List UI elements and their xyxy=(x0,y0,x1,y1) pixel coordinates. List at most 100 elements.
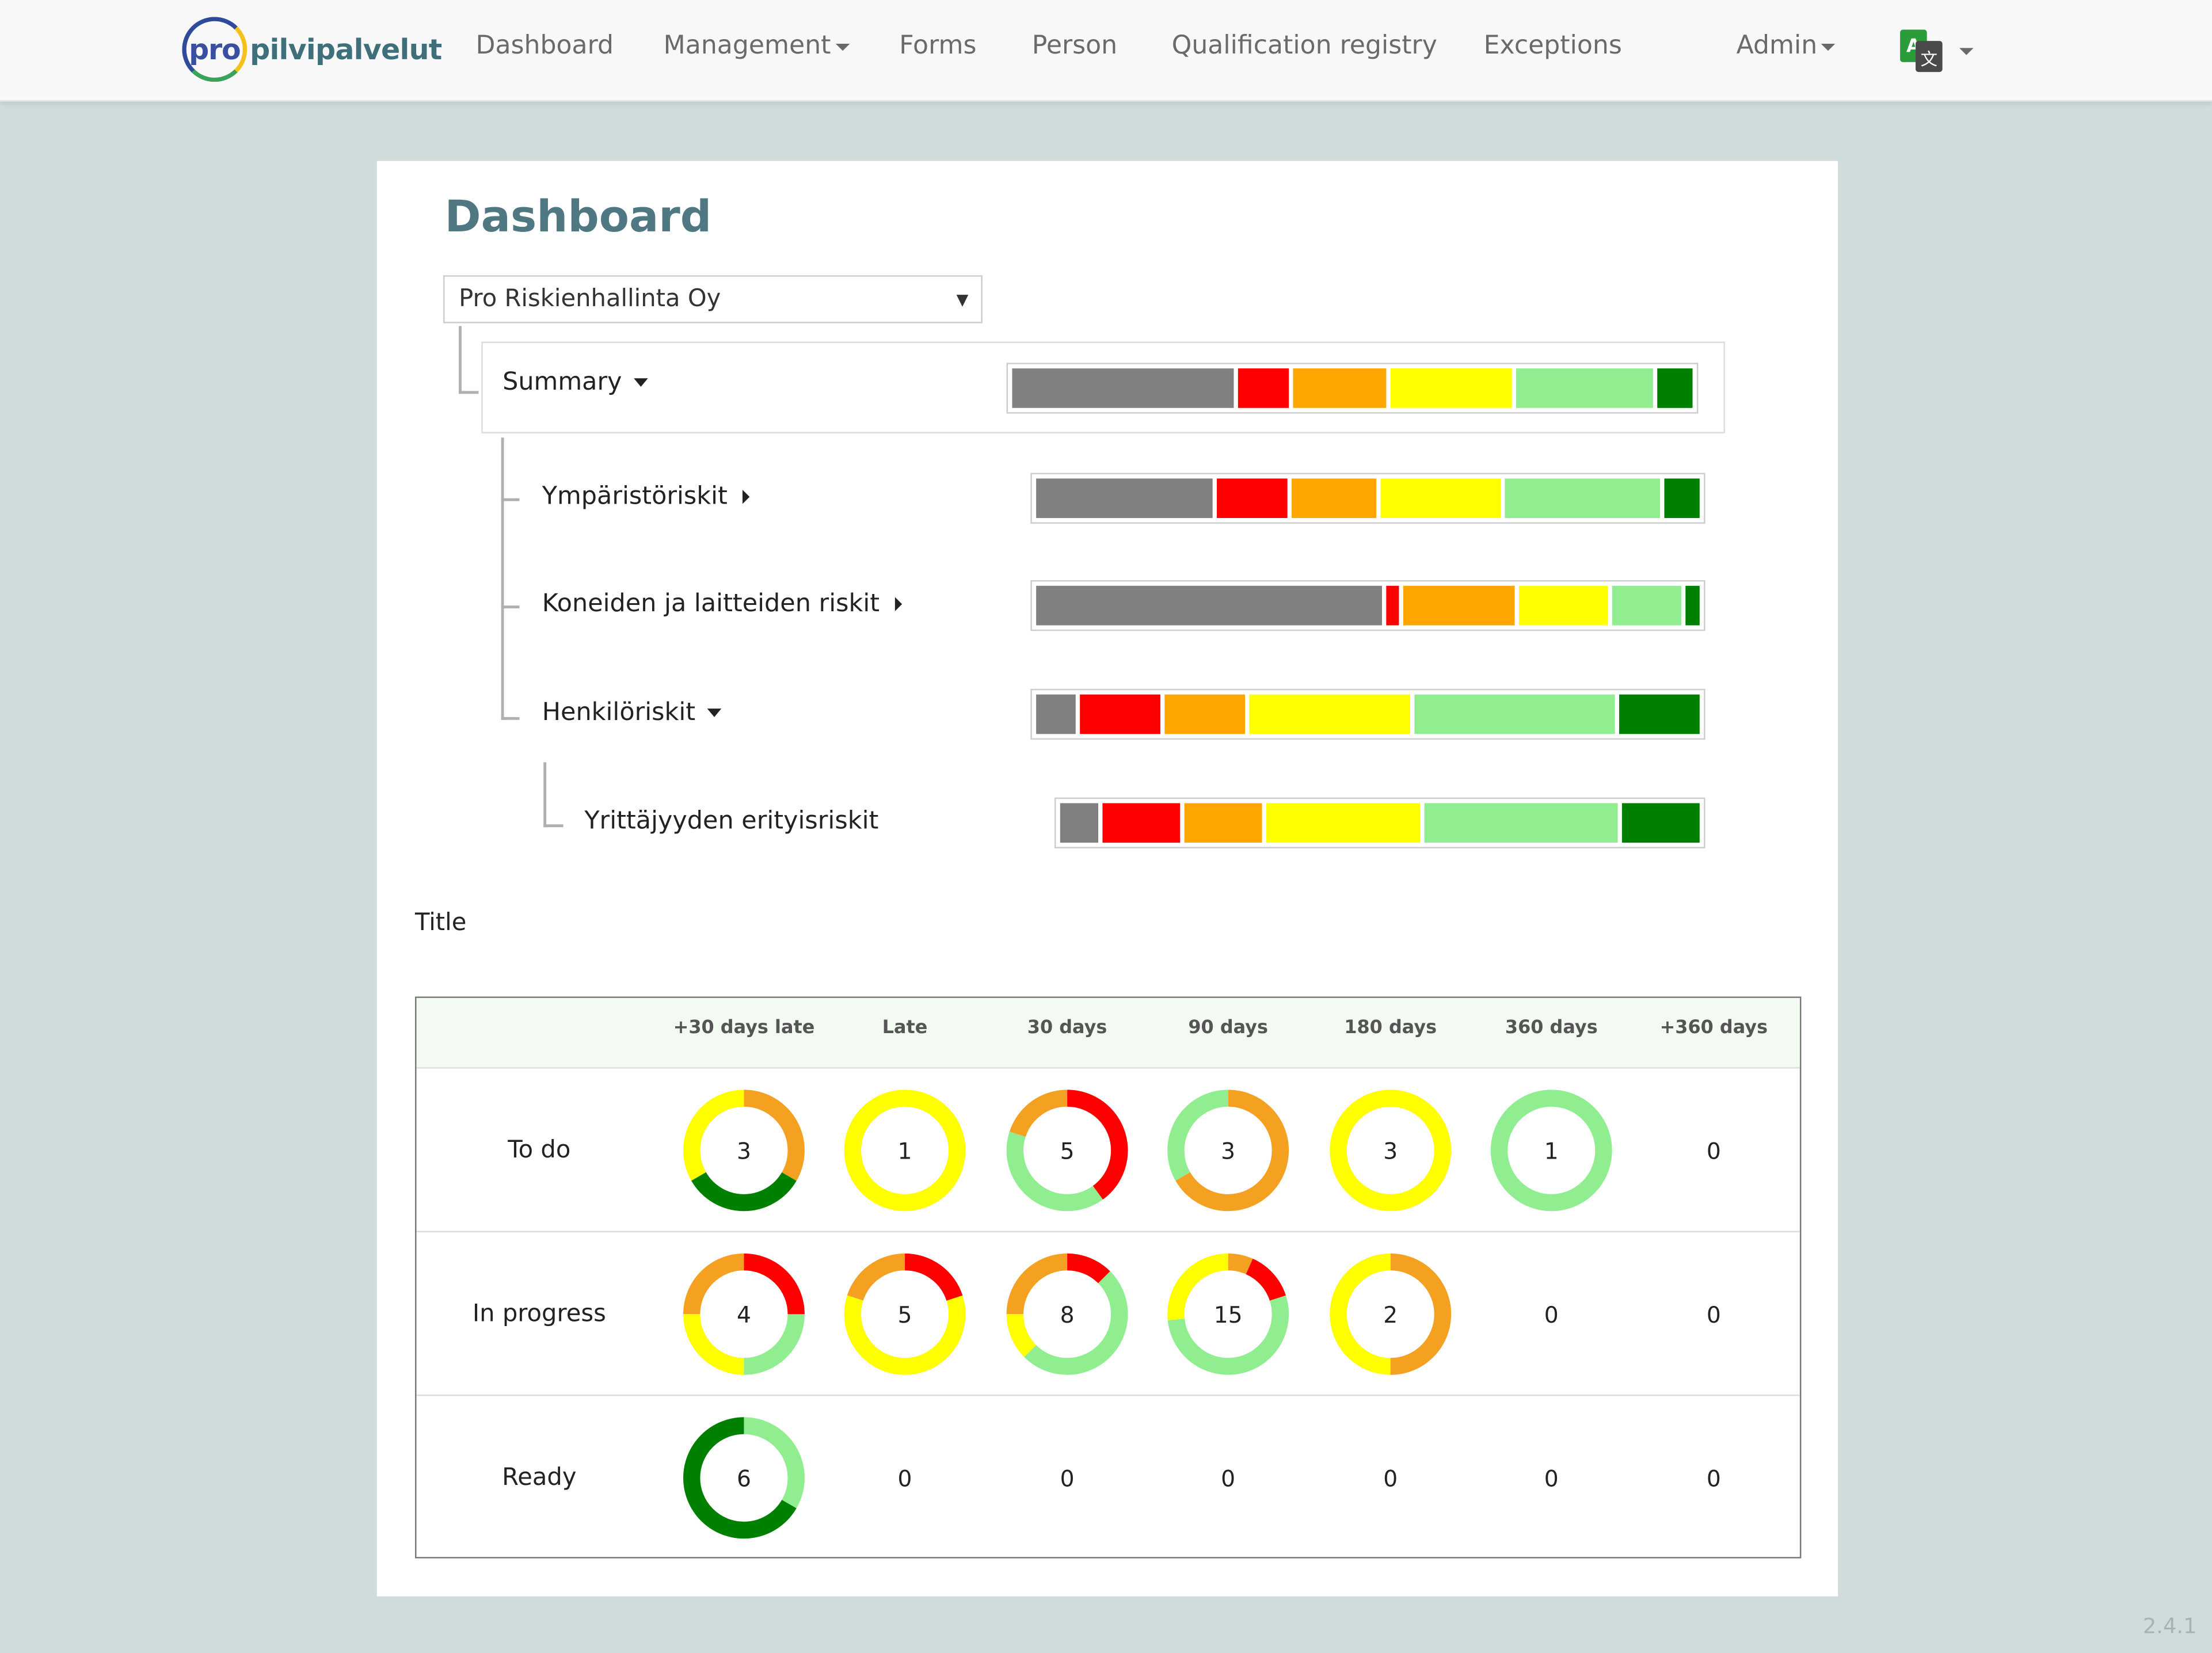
app-version: 2.4.1 xyxy=(2142,1613,2197,1639)
donut-chart xyxy=(1006,1090,1128,1212)
task-count-cell[interactable]: 1 xyxy=(824,1088,985,1213)
nav-forms[interactable]: Forms xyxy=(899,31,976,61)
column-header: 360 days xyxy=(1505,1018,1598,1039)
task-count-cell[interactable]: 1 xyxy=(1471,1088,1632,1213)
tree-node-yrittajyyden-riskit[interactable]: Yrittäjyyden erityisriskit xyxy=(584,808,878,836)
task-count: 3 xyxy=(1221,1137,1236,1164)
chevron-down-icon xyxy=(1821,43,1836,51)
nav-management[interactable]: Management xyxy=(664,31,850,60)
task-count-cell: 0 xyxy=(824,1416,985,1540)
table-row: To do 3 1 5 3 3 1 0 xyxy=(416,1069,1800,1233)
donut-segment xyxy=(844,1090,966,1212)
nav-forms-label: Forms xyxy=(899,31,977,61)
riskbar-henkiloriskit xyxy=(1030,688,1705,740)
donut-chart xyxy=(844,1090,966,1212)
risk-segment-medium xyxy=(1390,368,1513,408)
language-chevron-down-icon[interactable] xyxy=(1959,48,1974,55)
risk-segment-medium xyxy=(1518,585,1609,626)
caret-down-icon xyxy=(633,378,648,387)
risk-segment-none xyxy=(1622,803,1700,843)
task-count-cell: 0 xyxy=(1634,1416,1795,1540)
donut-chart xyxy=(1006,1253,1128,1375)
logo-pro-text: pro xyxy=(189,32,241,67)
donut-segment xyxy=(683,1253,805,1375)
donut-chart xyxy=(1330,1090,1452,1212)
nav-exceptions-label: Exceptions xyxy=(1483,31,1622,61)
nav-admin-label: Admin xyxy=(1736,31,1818,61)
task-count-cell[interactable]: 15 xyxy=(1148,1252,1309,1376)
risk-segment-high xyxy=(1403,585,1514,626)
chevron-down-icon xyxy=(835,43,850,51)
risk-segment-high xyxy=(1293,368,1387,408)
task-count: 1 xyxy=(897,1137,912,1164)
task-count-cell[interactable]: 3 xyxy=(664,1088,825,1213)
page-title: Dashboard xyxy=(444,192,712,243)
donut-chart xyxy=(844,1253,966,1375)
risk-segment-low xyxy=(1414,694,1615,734)
donut-chart xyxy=(1490,1090,1612,1212)
task-count-cell[interactable]: 4 xyxy=(664,1252,825,1376)
task-count: 0 xyxy=(1544,1300,1559,1328)
task-count: 4 xyxy=(736,1300,751,1328)
risk-segment-high xyxy=(1292,478,1377,519)
riskbar-summary xyxy=(1006,363,1699,414)
table-row: Ready 6 0 0 0 0 0 0 xyxy=(416,1396,1799,1560)
task-count: 6 xyxy=(736,1464,751,1492)
task-count-cell[interactable]: 3 xyxy=(1310,1088,1471,1213)
app-logo[interactable]: pro pilvipalvelut xyxy=(182,17,442,82)
tree-connector xyxy=(501,437,504,720)
risk-segment-unassessed xyxy=(1060,803,1099,843)
tree-node-label: Summary xyxy=(502,368,622,397)
task-count-cell[interactable]: 6 xyxy=(664,1416,825,1540)
nav-dashboard[interactable]: Dashboard xyxy=(475,31,614,61)
tree-connector xyxy=(501,605,520,609)
risk-segment-high xyxy=(1184,803,1262,843)
task-count-cell[interactable]: 5 xyxy=(824,1252,985,1376)
tree-node-koneiden-riskit[interactable]: Koneiden ja laitteiden riskit xyxy=(542,590,903,618)
nav-exceptions[interactable]: Exceptions xyxy=(1484,31,1622,61)
tree-node-ymparistoriskit[interactable]: Ympäristöriskit xyxy=(542,482,751,511)
tree-node-summary[interactable]: Summary xyxy=(502,368,648,397)
tree-node-label: Ympäristöriskit xyxy=(542,482,728,511)
riskbar-ymparistoriskit xyxy=(1030,473,1705,524)
tree-connector xyxy=(543,824,564,828)
risk-segment-critical xyxy=(1385,585,1400,626)
company-select[interactable]: Pro Riskienhallinta Oy ▼ xyxy=(443,275,983,323)
risk-segment-medium xyxy=(1380,478,1501,519)
risk-segment-unassessed xyxy=(1012,368,1235,408)
task-count-cell: 0 xyxy=(1634,1252,1795,1376)
task-count: 0 xyxy=(897,1464,912,1492)
task-count: 8 xyxy=(1060,1300,1075,1328)
nav-person-label: Person xyxy=(1031,31,1118,61)
donut-segment xyxy=(1167,1253,1289,1375)
tree-node-label: Henkilöriskit xyxy=(542,698,696,728)
task-count-cell[interactable]: 8 xyxy=(987,1252,1148,1376)
nav-person[interactable]: Person xyxy=(1032,31,1117,61)
donut-segment xyxy=(1006,1253,1128,1375)
nav-admin[interactable]: Admin xyxy=(1736,31,1836,61)
nav-qualification-label: Qualification registry xyxy=(1171,31,1437,61)
summary-node-box xyxy=(481,341,1725,433)
task-count-cell[interactable]: 3 xyxy=(1148,1088,1309,1213)
task-count: 0 xyxy=(1706,1137,1721,1164)
row-label: To do xyxy=(508,1136,571,1165)
task-count: 5 xyxy=(1060,1137,1075,1164)
translate-icon[interactable]: A 文 xyxy=(1899,28,1944,73)
task-count: 3 xyxy=(736,1137,751,1164)
risk-segment-unassessed xyxy=(1036,478,1213,519)
task-count-cell[interactable]: 5 xyxy=(987,1088,1148,1213)
task-count: 0 xyxy=(1221,1464,1236,1492)
riskbar-yrittajyyden-riskit xyxy=(1054,797,1705,848)
tree-connector xyxy=(501,717,520,720)
nav-qualification-registry[interactable]: Qualification registry xyxy=(1172,31,1437,61)
task-count: 5 xyxy=(897,1300,912,1328)
donut-chart xyxy=(1167,1253,1289,1375)
column-header: Late xyxy=(882,1018,928,1039)
task-count: 2 xyxy=(1383,1300,1398,1328)
donut-segment xyxy=(683,1090,805,1212)
task-count-cell[interactable]: 2 xyxy=(1310,1252,1471,1376)
logo-mark: pro xyxy=(182,17,248,82)
donut-segment xyxy=(1006,1090,1128,1212)
risk-segment-critical xyxy=(1217,478,1288,519)
tree-node-henkiloriskit[interactable]: Henkilöriskit xyxy=(542,699,721,727)
